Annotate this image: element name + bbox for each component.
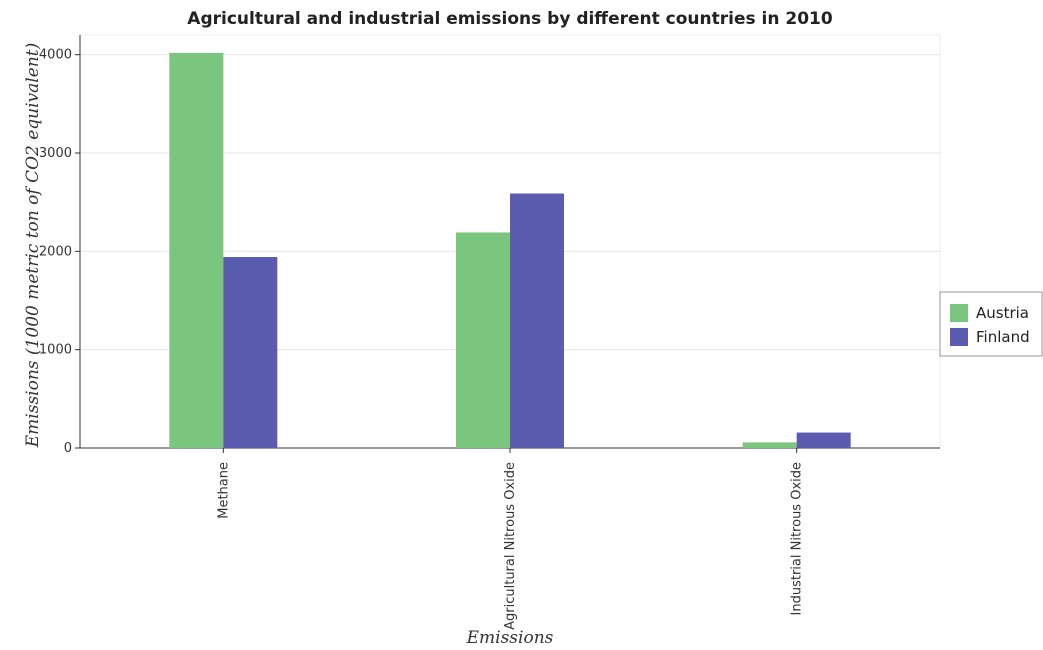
bar-austria <box>742 442 797 448</box>
legend-swatch <box>950 304 968 322</box>
legend-box <box>939 291 1043 357</box>
x-axis-title: Emissions <box>466 628 554 648</box>
y-tick-label: 3000 <box>39 146 72 161</box>
bar-austria <box>456 232 510 448</box>
x-tick-label: Agricultural Nitrous Oxide <box>503 462 518 630</box>
y-tick-label: 4000 <box>39 48 72 63</box>
x-tick-label: Methane <box>216 462 231 519</box>
legend-label: Finland <box>976 328 1030 346</box>
y-tick-label: 0 <box>64 441 72 456</box>
bar-finland <box>796 432 851 448</box>
bar-austria <box>169 52 224 448</box>
bar-finland <box>510 193 564 448</box>
y-tick-label: 2000 <box>39 244 72 259</box>
x-tick-label: Industrial Nitrous Oxide <box>790 462 805 615</box>
legend: Austria Finland <box>939 291 1043 357</box>
legend-swatch <box>950 328 968 346</box>
bar-finland <box>223 257 278 448</box>
plot-area: 0 1000 2000 3000 4000 Methane Agricultural Nit… <box>39 34 941 630</box>
chart-title: Agricultural and industrial emissions by… <box>187 9 833 29</box>
y-axis-title: Emissions (1000 metric ton of CO2 equiva… <box>23 43 43 448</box>
legend-label: Austria <box>976 304 1029 322</box>
y-tick-label: 1000 <box>39 343 72 358</box>
